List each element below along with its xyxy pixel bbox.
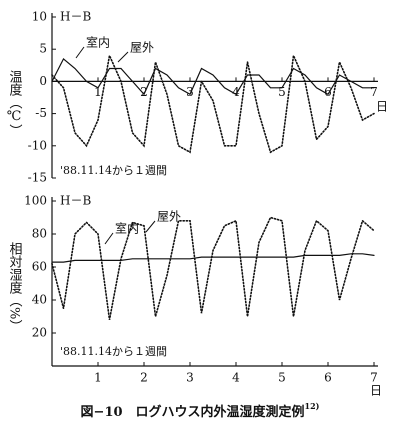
- subtitle: H－B: [60, 194, 91, 208]
- y-tick-label: 60: [32, 260, 47, 274]
- y-tick-label: 0: [39, 74, 47, 88]
- subtitle: H－B: [60, 10, 91, 24]
- y-tick-label: -5: [35, 106, 47, 120]
- x-tick-label: 4: [232, 85, 240, 99]
- y-axis-label: 相対湿度（%）: [7, 242, 23, 332]
- caption: 図−10 ログハウス内外温湿度測定例12): [81, 401, 320, 420]
- y-tick-label: 100: [24, 194, 47, 208]
- x-tick-label: 3: [186, 85, 194, 99]
- x-tick-label: 4: [232, 371, 240, 385]
- series-label: 屋外: [130, 41, 154, 55]
- x-unit: 日: [370, 384, 382, 398]
- y-tick-label: 5: [39, 42, 47, 56]
- series-line: [51, 52, 375, 154]
- x-tick-label: 6: [324, 371, 332, 385]
- series-label: 室内: [86, 35, 110, 50]
- x-tick-label: 5: [278, 371, 286, 385]
- note: '88.11.14から１週間: [60, 345, 167, 358]
- x-tick-label: 3: [186, 371, 194, 385]
- y-tick-label: 20: [32, 326, 47, 340]
- note: '88.11.14から１週間: [60, 164, 167, 177]
- series-label: 屋外: [157, 210, 181, 224]
- series-line: [51, 216, 375, 320]
- x-tick-label: 1: [94, 371, 102, 385]
- label-leader: [75, 46, 85, 59]
- y-tick-label: 80: [32, 227, 47, 241]
- x-tick-label: 7: [370, 85, 378, 99]
- label-leader: [117, 51, 129, 63]
- x-tick-label: 6: [324, 85, 332, 99]
- y-tick-label: 40: [32, 293, 47, 307]
- caption-text: 図−10 ログハウス内外温湿度測定例: [81, 404, 305, 420]
- y-tick-label: 10: [32, 10, 47, 24]
- y-axis-label: 温度（℃）: [7, 70, 23, 137]
- caption-ref: 12): [305, 401, 320, 411]
- x-tick-label: 1: [94, 85, 102, 99]
- series-line: [51, 253, 375, 263]
- label-leader: [145, 220, 156, 233]
- x-tick-label: 2: [140, 85, 148, 99]
- label-leader: [104, 232, 114, 245]
- y-tick-label: -10: [28, 138, 47, 152]
- x-unit: 日: [376, 100, 388, 114]
- x-tick-label: 5: [278, 85, 286, 99]
- x-tick-label: 2: [140, 371, 148, 385]
- x-tick-label: 7: [370, 371, 378, 385]
- y-tick-label: -15: [28, 171, 47, 185]
- series-label: 室内: [115, 221, 139, 236]
